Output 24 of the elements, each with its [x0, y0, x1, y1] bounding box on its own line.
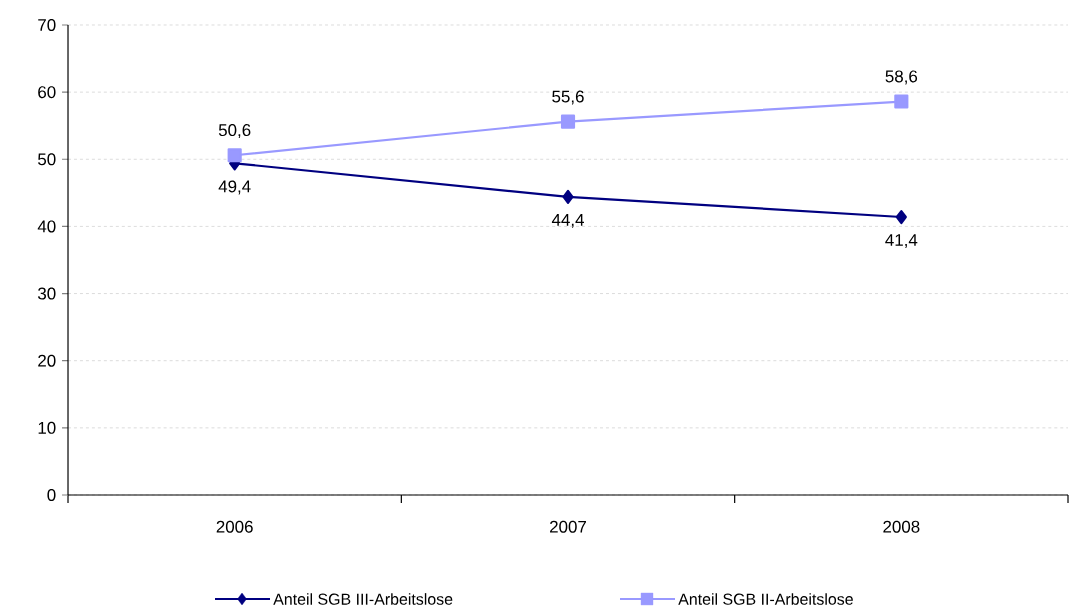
data-label: 44,4	[551, 214, 584, 228]
data-label: 41,4	[885, 234, 918, 248]
point	[227, 148, 242, 163]
point	[895, 209, 907, 225]
point	[560, 114, 576, 129]
x-tick-label: 2006	[216, 520, 253, 533]
y-tick-label: 0	[47, 488, 56, 501]
x-tick-label: 2007	[550, 520, 586, 533]
y-tick-label: 60	[38, 86, 56, 99]
legend-label: Anteil SGB III-Arbeitslose	[273, 593, 453, 605]
y-tick-label: 20	[38, 354, 56, 367]
y-tick-label: 30	[37, 287, 56, 300]
data-label: 50,6	[218, 124, 251, 139]
x-tick-label: 2008	[883, 520, 920, 533]
point	[562, 189, 574, 204]
point	[894, 94, 909, 109]
y-tick-label: 10	[38, 421, 56, 434]
legend-label: Anteil SGB II-Arbeitslose	[678, 593, 853, 605]
data-label: 55,6	[552, 90, 584, 105]
data-label: 58,6	[885, 70, 918, 85]
y-tick-label: 70	[38, 18, 56, 31]
y-tick-label: 50	[38, 153, 56, 166]
y-tick-label: 40	[37, 220, 56, 233]
data-label: 49,4	[218, 180, 251, 195]
